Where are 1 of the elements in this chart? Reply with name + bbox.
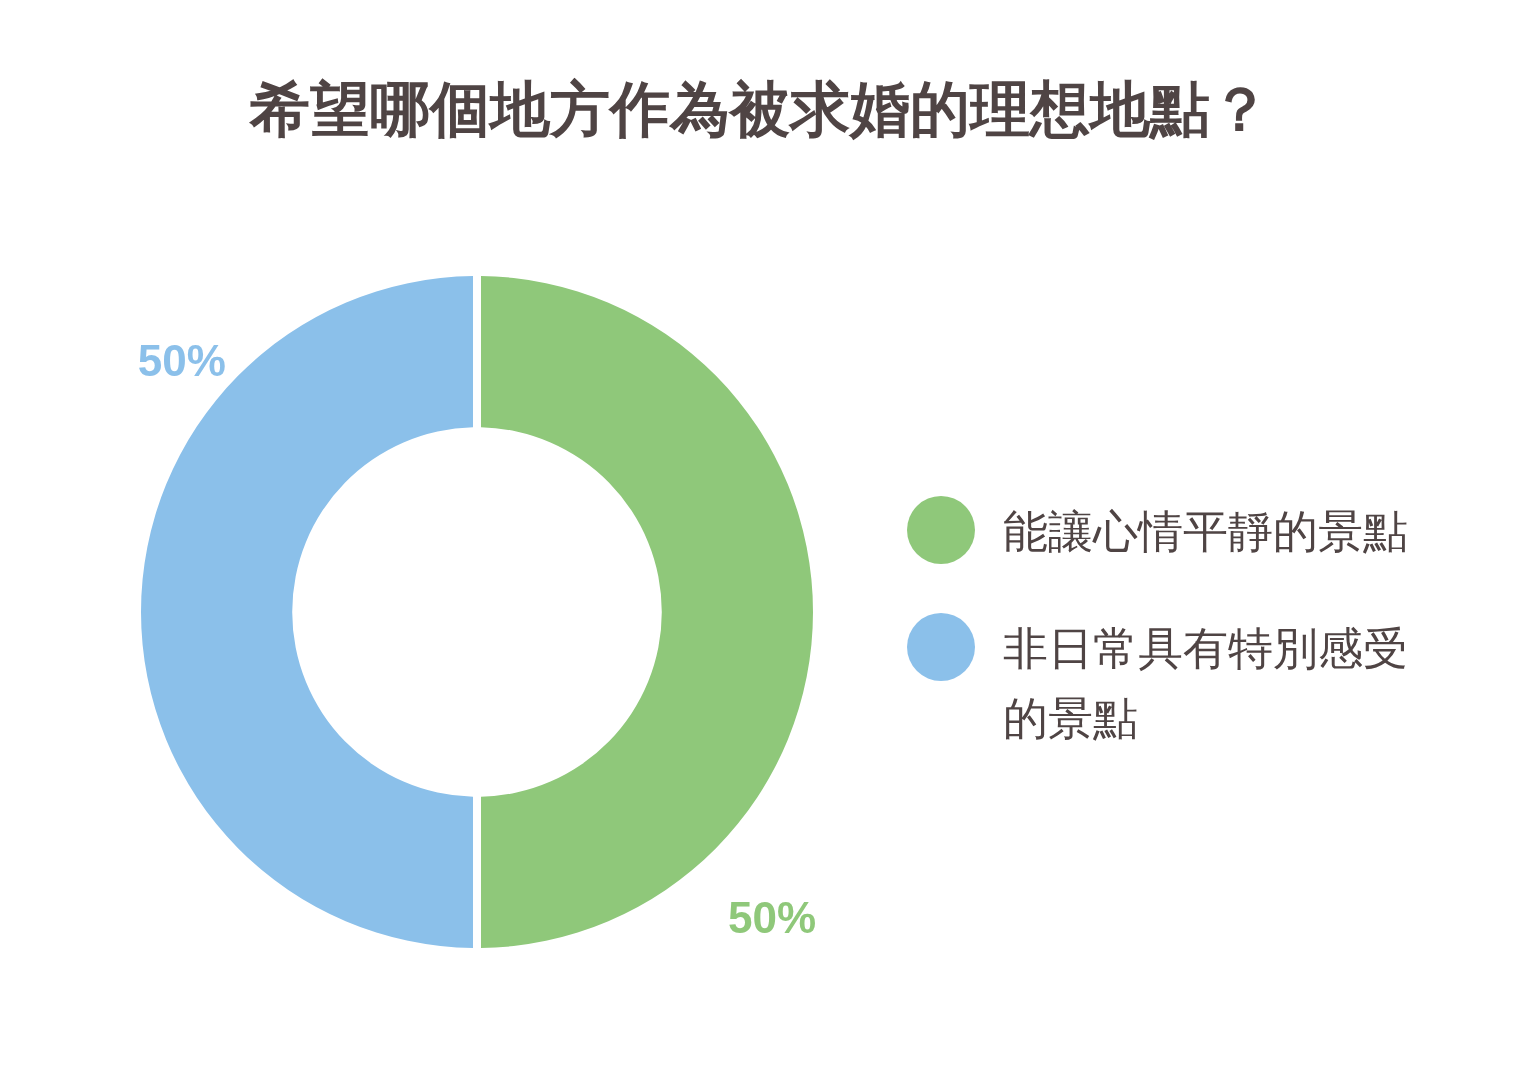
title: 希望哪個地方作為被求婚的理想地點？ xyxy=(250,74,1270,144)
